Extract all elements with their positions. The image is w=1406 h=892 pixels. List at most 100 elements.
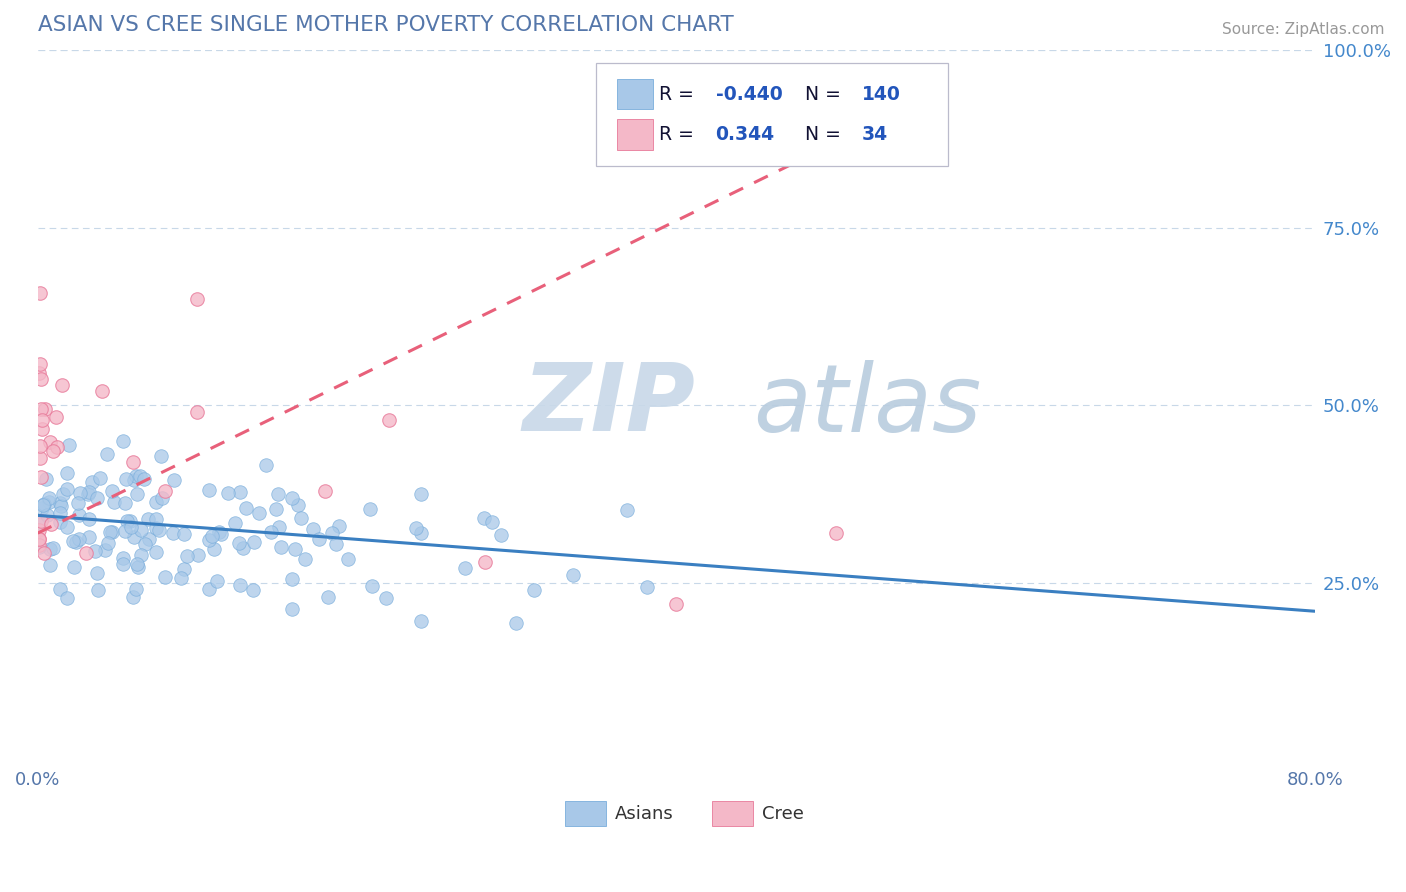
Point bbox=[94, 542, 117, 557]
Point bbox=[217, 485, 239, 500]
FancyBboxPatch shape bbox=[565, 801, 606, 826]
Point bbox=[489, 528, 512, 542]
Point bbox=[260, 525, 283, 540]
Point bbox=[616, 503, 638, 517]
Text: R =: R = bbox=[659, 85, 700, 103]
Point bbox=[155, 483, 177, 498]
Point bbox=[321, 526, 343, 541]
Point bbox=[122, 530, 145, 544]
Point bbox=[45, 440, 67, 454]
Point bbox=[228, 536, 250, 550]
Point bbox=[52, 487, 75, 501]
Point bbox=[138, 532, 160, 546]
Point bbox=[100, 484, 122, 499]
Point bbox=[49, 582, 72, 597]
Point bbox=[294, 551, 316, 566]
Point bbox=[49, 495, 72, 509]
Point bbox=[454, 561, 477, 575]
Text: ASIAN VS CREE SINGLE MOTHER POVERTY CORRELATION CHART: ASIAN VS CREE SINGLE MOTHER POVERTY CORR… bbox=[38, 15, 734, 35]
Point bbox=[111, 551, 134, 566]
Point bbox=[153, 570, 176, 584]
FancyBboxPatch shape bbox=[596, 62, 948, 166]
Point bbox=[38, 491, 60, 505]
Point bbox=[264, 501, 287, 516]
Point bbox=[65, 535, 87, 549]
Point bbox=[209, 527, 232, 541]
Point bbox=[201, 529, 224, 543]
Point bbox=[38, 435, 60, 450]
Point bbox=[208, 524, 231, 539]
Text: Asians: Asians bbox=[614, 805, 673, 822]
Point bbox=[134, 536, 156, 550]
Point bbox=[30, 451, 52, 466]
Point bbox=[31, 413, 53, 427]
Point bbox=[97, 536, 120, 550]
Point bbox=[75, 546, 97, 560]
Point bbox=[409, 614, 432, 628]
Text: Cree: Cree bbox=[762, 805, 804, 822]
Point bbox=[337, 552, 360, 566]
Point bbox=[375, 591, 398, 605]
Point bbox=[242, 583, 264, 598]
Point bbox=[224, 516, 246, 530]
Point bbox=[28, 439, 51, 453]
Point bbox=[173, 527, 195, 541]
Point bbox=[308, 532, 330, 546]
Point bbox=[58, 438, 80, 452]
Point bbox=[267, 487, 290, 501]
Point bbox=[89, 471, 111, 485]
Point bbox=[290, 511, 312, 525]
Point bbox=[280, 491, 302, 505]
Point bbox=[28, 532, 51, 546]
Point bbox=[232, 541, 254, 555]
Point bbox=[87, 582, 110, 597]
Point bbox=[128, 468, 150, 483]
Point bbox=[176, 549, 198, 563]
Point bbox=[125, 468, 148, 483]
Point bbox=[378, 412, 401, 426]
Point bbox=[360, 579, 382, 593]
Point bbox=[28, 524, 51, 538]
Point bbox=[187, 548, 209, 562]
Point bbox=[39, 558, 62, 572]
Point bbox=[63, 559, 86, 574]
Point bbox=[28, 540, 51, 554]
Point bbox=[202, 542, 225, 557]
Point bbox=[77, 485, 100, 500]
Point bbox=[122, 455, 145, 469]
Point bbox=[129, 523, 152, 537]
Point bbox=[45, 409, 67, 424]
Point bbox=[229, 485, 252, 500]
Point bbox=[229, 578, 252, 592]
Point bbox=[56, 482, 79, 496]
Point bbox=[409, 487, 432, 501]
Point bbox=[145, 521, 167, 535]
FancyBboxPatch shape bbox=[617, 120, 654, 150]
Point bbox=[28, 286, 51, 301]
Point bbox=[474, 555, 496, 569]
Point bbox=[38, 495, 60, 509]
Point bbox=[125, 487, 148, 501]
Text: 140: 140 bbox=[862, 85, 900, 103]
Point bbox=[69, 532, 91, 546]
Point bbox=[170, 571, 193, 585]
Point bbox=[145, 494, 167, 508]
Point bbox=[30, 514, 52, 528]
FancyBboxPatch shape bbox=[711, 801, 752, 826]
Point bbox=[49, 506, 72, 520]
Point bbox=[114, 524, 136, 538]
Point bbox=[35, 508, 58, 523]
Point bbox=[162, 526, 184, 541]
Point bbox=[62, 534, 84, 549]
Text: N =: N = bbox=[806, 125, 846, 145]
Point bbox=[824, 526, 846, 541]
Point bbox=[30, 372, 52, 386]
Point bbox=[79, 530, 101, 544]
Point bbox=[103, 495, 125, 509]
Point bbox=[205, 574, 228, 589]
Point bbox=[120, 519, 142, 533]
Point bbox=[112, 557, 135, 571]
Text: 0.344: 0.344 bbox=[716, 125, 775, 145]
Point bbox=[150, 450, 173, 464]
Point bbox=[77, 511, 100, 525]
